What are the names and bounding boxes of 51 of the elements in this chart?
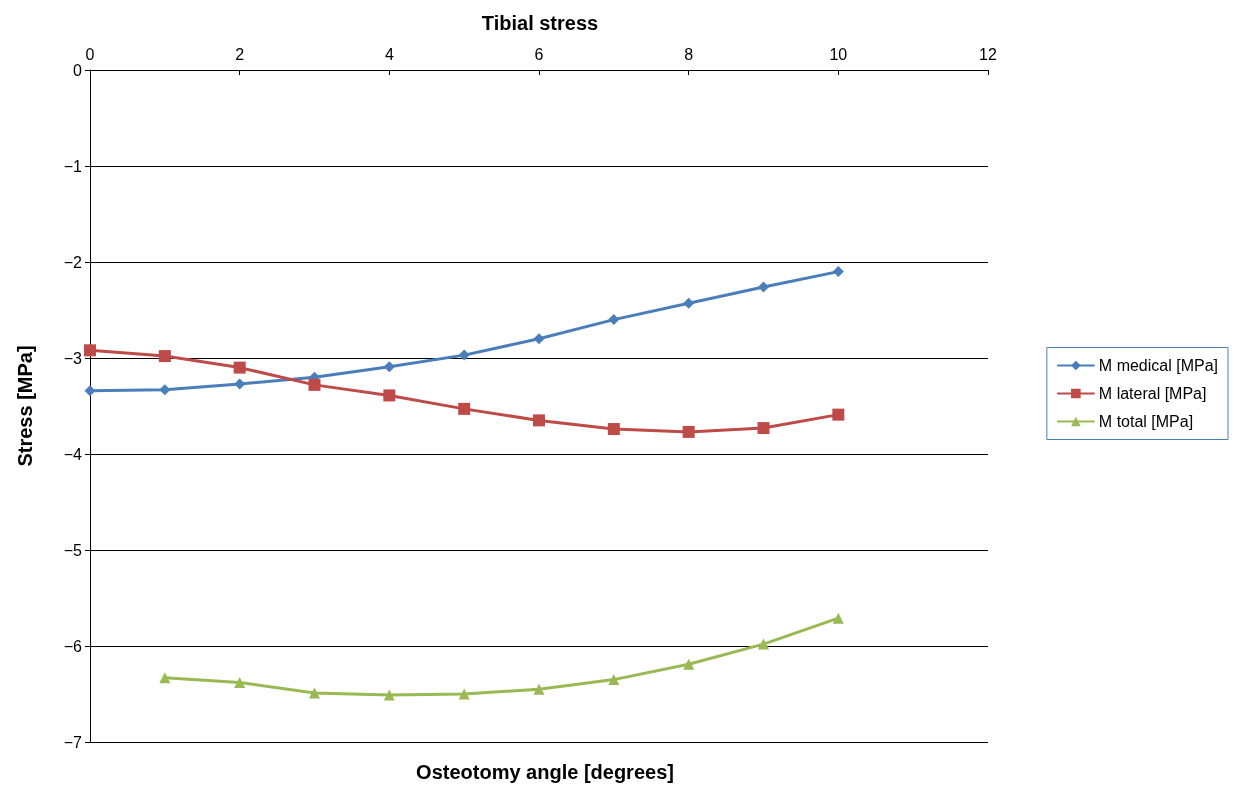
point xyxy=(758,638,769,650)
chart-title: Tibial stress xyxy=(481,12,599,34)
point xyxy=(233,361,246,374)
x-tick-label: 2 xyxy=(235,45,245,63)
x-tick-label: 10 xyxy=(829,45,848,63)
y-tick-label: −3 xyxy=(63,349,83,367)
point xyxy=(758,281,769,293)
x-tick-label: 0 xyxy=(85,45,95,63)
x-tick-label: 8 xyxy=(684,45,694,63)
point xyxy=(309,687,320,699)
y-tick-label: 0 xyxy=(73,61,83,79)
x-tick-label: 6 xyxy=(534,45,544,63)
y-tick-label: −2 xyxy=(63,253,83,271)
y-tick-label: −5 xyxy=(63,541,83,559)
point xyxy=(383,689,395,701)
point xyxy=(682,425,695,438)
y-tick-label: −6 xyxy=(63,637,83,655)
point xyxy=(757,422,770,435)
legend-label: M lateral [MPa] xyxy=(1098,385,1207,402)
point xyxy=(832,266,844,278)
y-axis-title: Stress [MPa] xyxy=(14,345,36,467)
x-tick-label: 4 xyxy=(384,45,394,63)
point xyxy=(832,408,845,421)
point xyxy=(159,672,171,684)
point xyxy=(458,688,470,700)
legend-label: M total [MPa] xyxy=(1098,413,1194,430)
y-tick-label: −4 xyxy=(63,445,83,463)
x-axis-title: Osteotomy angle [degrees] xyxy=(416,761,674,783)
point xyxy=(383,389,396,402)
point xyxy=(308,378,321,391)
point xyxy=(158,350,171,363)
point xyxy=(608,674,620,686)
y-tick-label: −7 xyxy=(63,733,83,751)
point xyxy=(683,297,695,309)
point xyxy=(383,361,395,373)
point xyxy=(234,676,246,688)
point xyxy=(608,314,620,326)
point xyxy=(84,344,96,357)
point xyxy=(458,349,470,361)
point xyxy=(458,402,471,415)
y-tick-label: −1 xyxy=(63,157,83,175)
point xyxy=(832,612,844,624)
point xyxy=(533,683,545,695)
point xyxy=(683,658,695,670)
legend-label: M medical [MPa] xyxy=(1098,357,1218,374)
point xyxy=(159,384,171,396)
point xyxy=(84,385,96,397)
x-tick-label: 12 xyxy=(979,45,997,63)
point xyxy=(533,333,545,345)
point xyxy=(607,423,620,436)
point xyxy=(533,414,545,427)
